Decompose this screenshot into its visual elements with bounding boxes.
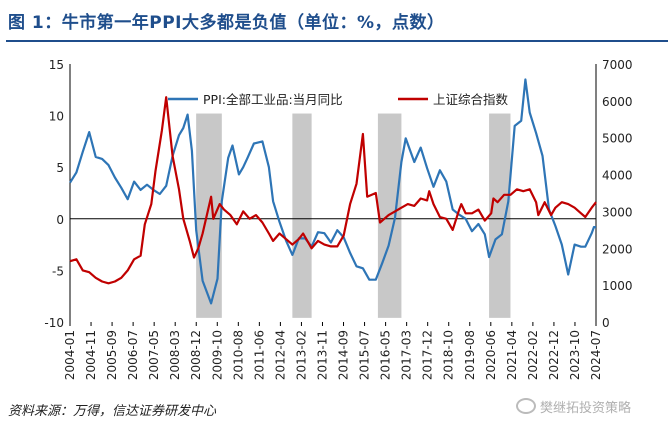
x-tick-label: 2013-02 <box>294 330 308 380</box>
x-tick-label: 2021-04 <box>505 330 519 380</box>
x-tick-label: 2020-06 <box>484 330 498 380</box>
x-tick-label: 2015-07 <box>358 330 372 380</box>
series-line-ppi <box>69 78 596 305</box>
axes: -10 -5 0 5 10 15 0 1000 2000 3000 4000 5000 6000 7000… <box>44 58 632 380</box>
x-tick-label: 2011-06 <box>252 330 266 380</box>
x-tick-label: 2022-12 <box>547 330 561 380</box>
y-right-tick-label: 2000 <box>602 242 633 256</box>
series-line-sse-index <box>69 96 597 285</box>
x-tick-label: 2022-02 <box>526 330 540 380</box>
shaded-period-1 <box>196 113 222 318</box>
shaded-period-4 <box>489 113 511 318</box>
y-left-tick-label: -10 <box>44 316 64 330</box>
x-tick-label: 2010-08 <box>231 330 245 380</box>
x-tick-label: 2009-10 <box>210 330 224 380</box>
source-note: 资料来源：万得，信达证券研发中心 <box>8 404 217 419</box>
x-tick-label: 2018-10 <box>442 330 456 380</box>
x-tick-label: 2017-12 <box>421 330 435 380</box>
y-left-tick-label: 0 <box>56 213 64 227</box>
y-left-tick-label: 15 <box>49 58 64 72</box>
watermark: 樊继拓投资策略 <box>516 397 631 416</box>
title-rule <box>6 40 668 42</box>
x-tick-label: 2014-09 <box>337 330 351 380</box>
figure-title: 图 1：牛市第一年PPI大多都是负值（单位：%，点数） <box>8 13 445 33</box>
x-tick-label: 2023-10 <box>568 330 582 380</box>
x-tick-label: 2013-11 <box>315 330 329 380</box>
x-tick-label: 2004-11 <box>84 330 98 380</box>
y-right-tick-label: 1000 <box>602 279 633 293</box>
shaded-periods <box>196 113 511 318</box>
x-tick-label: 2016-05 <box>379 330 393 380</box>
x-tick-label: 2017-03 <box>400 330 414 380</box>
y-right-tick-label: 4000 <box>602 169 633 183</box>
x-tick-label: 2005-09 <box>105 330 119 380</box>
x-tick-label: 2012-04 <box>273 330 287 380</box>
x-tick-label: 2004-01 <box>63 330 77 380</box>
y-left-tick-label: -5 <box>52 264 64 278</box>
legend-label: 上证综合指数 <box>433 92 509 107</box>
y-left-tick-label: 5 <box>56 161 64 175</box>
x-tick-label: 2019-08 <box>463 330 477 380</box>
watermark-text: 樊继拓投资策略 <box>540 401 632 416</box>
y-right-tick-label: 6000 <box>602 95 633 109</box>
x-tick-label: 2008-03 <box>168 330 182 380</box>
y-right-tick-label: 0 <box>602 316 610 330</box>
y-right-tick-label: 5000 <box>602 132 633 146</box>
x-tick-label: 2007-05 <box>147 330 161 380</box>
x-tick-label: 2024-07 <box>589 330 603 380</box>
shaded-period-2 <box>292 113 312 318</box>
x-tick-label: 2006-07 <box>126 330 140 380</box>
series-lines <box>69 78 597 305</box>
y-right-tick-label: 3000 <box>602 205 633 219</box>
y-left-tick-label: 10 <box>49 110 64 124</box>
wechat-icon <box>516 398 536 414</box>
legend: PPI:全部工业品:当月同比 上证综合指数 <box>168 92 509 107</box>
x-tick-label: 2008-12 <box>189 330 203 380</box>
legend-label: PPI:全部工业品:当月同比 <box>203 92 343 107</box>
y-right-tick-label: 7000 <box>602 58 633 72</box>
